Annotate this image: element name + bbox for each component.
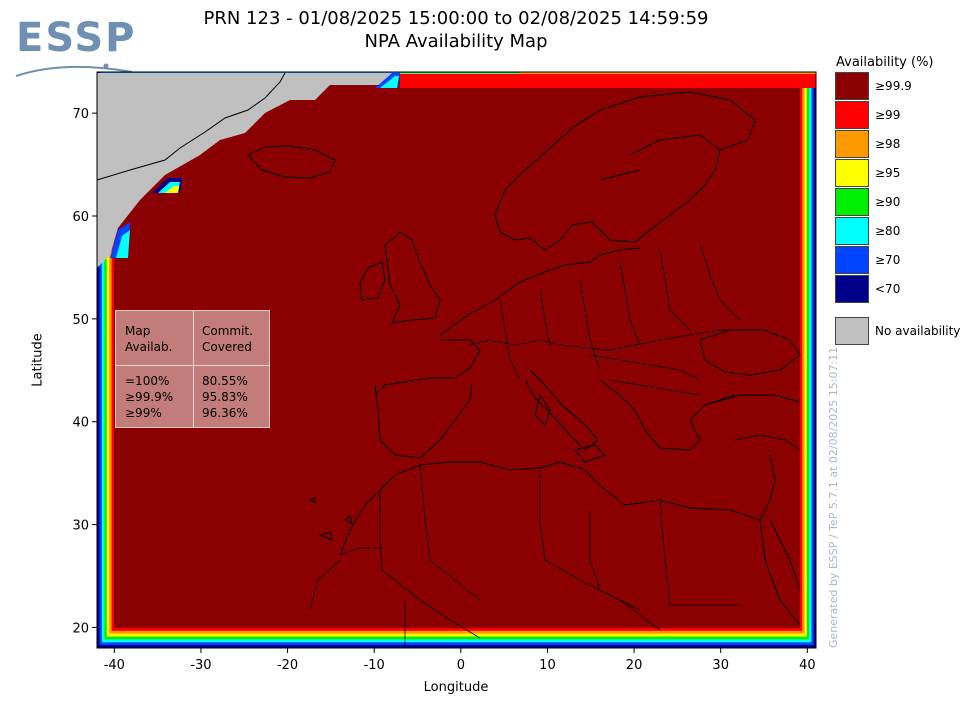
y-tick-label: 40 bbox=[72, 416, 89, 431]
edge-artifacts bbox=[110, 73, 400, 258]
chart-subtitle: NPA Availability Map bbox=[364, 31, 548, 52]
stats-col1-header-1: Map bbox=[125, 324, 151, 338]
stats-col2-header-2: Covered bbox=[202, 340, 252, 354]
legend-label: ≥70 bbox=[875, 253, 901, 267]
legend-swatch bbox=[835, 130, 869, 158]
logo-text: ESSP bbox=[16, 15, 137, 61]
generated-by-footer: Generated by ESSP / TeP 5.7.1 at 02/08/2… bbox=[827, 346, 840, 648]
stats-level: ≥99.9% bbox=[125, 390, 174, 404]
y-tick-label: 60 bbox=[72, 210, 89, 225]
stats-covered: 96.36% bbox=[202, 406, 248, 420]
stats-col2-header-1: Commit. bbox=[202, 324, 253, 338]
availability-band bbox=[400, 74, 816, 88]
x-tick-label: 10 bbox=[539, 658, 556, 673]
x-tick-label: 0 bbox=[457, 658, 465, 673]
legend-swatch bbox=[835, 101, 869, 129]
legend-swatch bbox=[835, 72, 869, 100]
legend-swatch bbox=[835, 188, 869, 216]
legend-swatch bbox=[835, 246, 869, 274]
no-availability-area bbox=[97, 73, 398, 268]
country-borders bbox=[309, 244, 760, 645]
legend-label: ≥80 bbox=[875, 224, 901, 238]
essp-logo: ESSP bbox=[14, 14, 134, 80]
x-tick-label: 20 bbox=[626, 658, 643, 673]
axis-ticks: -40 -30 -20 -10 0 10 20 30 40 20 30 40 50 60 70 bbox=[72, 107, 815, 673]
stats-table: Map Availab. Commit. Covered =100% ≥99.9… bbox=[115, 310, 270, 428]
y-axis-label: Latitude bbox=[30, 333, 46, 387]
coastlines bbox=[96, 72, 801, 626]
plot-frame bbox=[96, 71, 817, 649]
x-tick-label: -20 bbox=[277, 658, 298, 673]
y-tick-label: 70 bbox=[72, 107, 89, 122]
x-tick-label: -30 bbox=[190, 658, 211, 673]
legend-label: ≥99 bbox=[875, 108, 901, 122]
legend-label: <70 bbox=[875, 282, 901, 296]
stats-col1-header-2: Availab. bbox=[125, 340, 173, 354]
legend-label: ≥90 bbox=[875, 195, 901, 209]
legend-label: ≥98 bbox=[875, 137, 901, 151]
y-tick-label: 50 bbox=[72, 313, 89, 328]
legend-label: ≥95 bbox=[875, 166, 901, 180]
stats-covered: 80.55% bbox=[202, 374, 248, 388]
logo-arc-icon bbox=[15, 63, 133, 77]
legend-label: ≥99.9 bbox=[875, 79, 912, 93]
legend-label-no-availability: No availability bbox=[875, 324, 960, 338]
legend-swatch bbox=[835, 275, 869, 303]
x-tick-label: -10 bbox=[364, 658, 385, 673]
chart-title: PRN 123 - 01/08/2025 15:00:00 to 02/08/2… bbox=[203, 8, 709, 29]
y-tick-label: 20 bbox=[72, 621, 89, 636]
y-tick-label: 30 bbox=[72, 519, 89, 534]
legend-swatch bbox=[835, 217, 869, 245]
legend-title: Availability (%) bbox=[836, 55, 934, 70]
x-tick-label: 30 bbox=[712, 658, 729, 673]
x-tick-label: 40 bbox=[799, 658, 816, 673]
stats-level: ≥99% bbox=[125, 406, 162, 420]
x-axis-label: Longitude bbox=[423, 680, 489, 695]
x-tick-label: -40 bbox=[104, 658, 125, 673]
stats-level: =100% bbox=[125, 374, 170, 388]
legend-swatch bbox=[835, 159, 869, 187]
legend-swatch-no-availability bbox=[835, 317, 869, 345]
stats-covered: 95.83% bbox=[202, 390, 248, 404]
